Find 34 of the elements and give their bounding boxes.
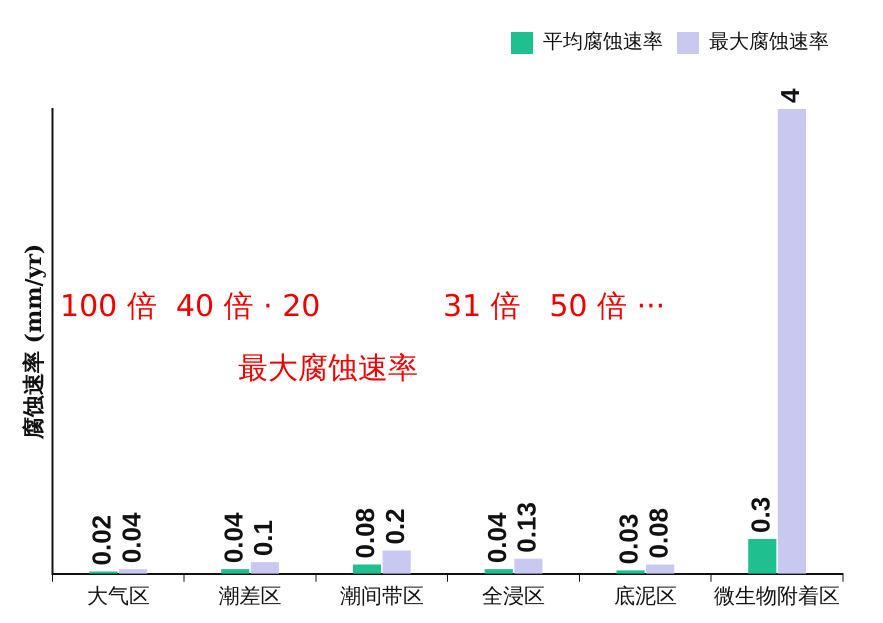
bar <box>748 538 776 574</box>
data-label: 0.1 <box>248 520 278 556</box>
data-label: 0.2 <box>380 508 410 545</box>
data-label: 0.04 <box>116 512 146 564</box>
bar <box>352 564 382 574</box>
data-label: 0.08 <box>643 508 674 559</box>
bar <box>382 550 411 574</box>
data-label: 0.03 <box>614 514 644 564</box>
x-tick-label: 微生物附着区 <box>714 584 840 608</box>
bar <box>484 569 513 574</box>
bar <box>778 109 806 574</box>
data-label: 0.04 <box>482 512 512 564</box>
x-tick-label: 潮差区 <box>218 584 282 608</box>
x-tick-label: 底泥区 <box>614 584 677 608</box>
annotation: 31 倍 50 倍 ··· <box>443 288 666 324</box>
x-tick-label: 潮间带区 <box>340 584 424 608</box>
y-axis-title: 腐蚀速率 (mm/yr) <box>20 244 47 440</box>
bar <box>119 569 148 574</box>
data-label: 4 <box>775 88 806 103</box>
bar <box>646 564 674 574</box>
annotation: 100 倍 40 倍 · 20 <box>60 288 320 324</box>
bar <box>514 558 542 574</box>
data-label: 0.08 <box>350 508 380 559</box>
x-tick-label: 全浸区 <box>482 584 546 608</box>
data-label: 0.02 <box>86 514 117 566</box>
annotation: 最大腐蚀速率 <box>238 350 418 386</box>
data-label: 0.3 <box>745 496 776 533</box>
legend-label: 最大腐蚀速率 <box>709 29 829 54</box>
data-label: 0.13 <box>512 502 542 553</box>
legend-label: 平均腐蚀速率 <box>543 29 663 54</box>
bar <box>221 569 250 574</box>
data-label: 0.04 <box>218 512 248 564</box>
x-tick-label: 大气区 <box>86 584 150 608</box>
bar <box>250 562 279 574</box>
